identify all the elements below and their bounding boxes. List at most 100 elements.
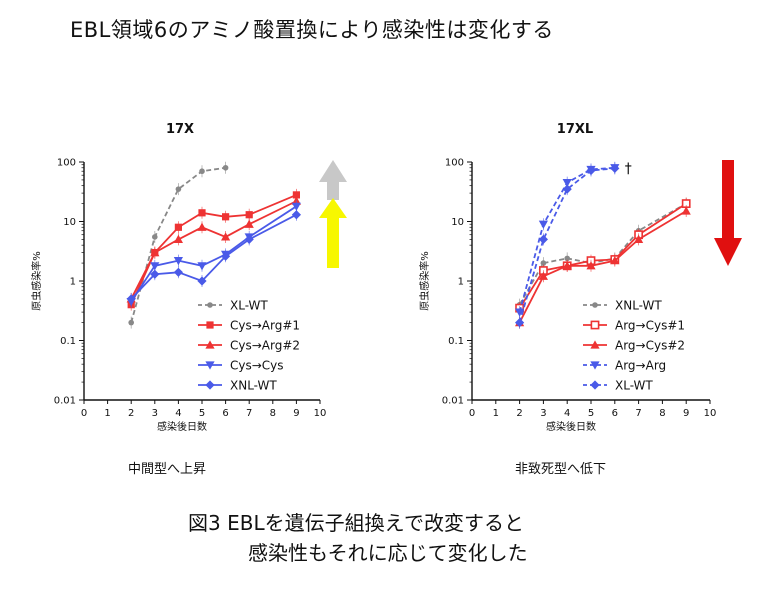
x-axis-label: 感染後日数: [157, 420, 207, 433]
panel-17x-note: 中間型へ上昇: [128, 462, 207, 477]
y-tick-label: 0.01: [54, 396, 76, 407]
death-dagger: †: [625, 161, 632, 177]
data-point: [173, 257, 183, 266]
series-line: [130, 213, 297, 300]
legend-item-4: Cys→Cys: [198, 359, 284, 373]
chart-panel-17x: 17X 0 1 2 3 4 5 6 7 8 9 10 0.01 0.1 1 10 100 感染後日数 原虫感染率% X…: [30, 122, 347, 433]
legend-marker: [207, 302, 213, 308]
legend-label: Arg→Cys#2: [615, 339, 685, 353]
data-point: [198, 209, 206, 217]
data-point: [197, 262, 207, 271]
series-line: [130, 166, 226, 323]
data-point: [681, 206, 691, 215]
data-point: [610, 163, 620, 174]
x-tick-label: 6: [222, 408, 228, 419]
data-point: [538, 234, 548, 245]
y-tick-label: 0.1: [60, 336, 76, 347]
legend-item-1: XNL-WT: [583, 299, 662, 313]
legend-marker: [590, 320, 600, 330]
legend-marker: [205, 361, 215, 370]
x-tick-label: 5: [199, 408, 205, 419]
data-point: [221, 232, 231, 241]
legend-marker: [590, 361, 600, 370]
arrow-gray-part: [319, 160, 347, 200]
data-point: [174, 223, 182, 231]
y-tick-label: 100: [57, 158, 76, 169]
data-point: [150, 248, 160, 257]
x-tick-label: 7: [635, 408, 641, 419]
series-5: [515, 162, 620, 329]
x-tick-label: 9: [683, 408, 689, 419]
data-point: [291, 210, 301, 220]
data-point: [538, 271, 548, 280]
series-3: [126, 195, 301, 305]
legend-marker: [205, 340, 215, 349]
data-point: [538, 220, 548, 229]
chart-panel-17xl: 17XL 0 1 2 3 4 5 6 7 8 9 10 0.01 0.1 1 10 100 感染後日数 原虫感染率%…: [418, 122, 742, 433]
decrease-arrow-icon: [714, 160, 742, 266]
legend-item-3: Arg→Cys#2: [583, 339, 685, 353]
legend-label: XL-WT: [230, 299, 268, 313]
data-point: [540, 260, 547, 266]
data-point: [152, 234, 158, 240]
x-tick-label: 8: [270, 408, 276, 419]
data-point: [173, 267, 183, 277]
data-point: [197, 222, 207, 231]
legend-label: Cys→Arg#2: [230, 339, 300, 353]
x-tick-label: 2: [128, 408, 134, 419]
legend-marker: [592, 302, 598, 308]
legend-label: XL-WT: [615, 379, 653, 393]
x-tick-label: 4: [175, 408, 181, 419]
arrow-yellow-part: [319, 198, 347, 268]
x-tick-label: 5: [588, 408, 594, 419]
page-title: EBL領域6のアミノ酸置換により感染性は変化する: [70, 18, 554, 42]
data-point: [515, 317, 525, 328]
x-tick-label: 1: [493, 408, 499, 419]
series-5: [126, 208, 301, 305]
data-point: [126, 294, 136, 304]
caption-line-1: 図3 EBLを遺伝子組換えで改変すると: [188, 511, 524, 535]
legend-marker: [590, 340, 600, 349]
series-2: [515, 197, 691, 315]
legend-label: Arg→Cys#1: [615, 319, 685, 333]
legend-marker: [205, 380, 215, 390]
x-tick-label: 1: [104, 408, 110, 419]
data-point: [562, 261, 572, 270]
arrow-red: [714, 160, 742, 266]
legend-item-2: Arg→Cys#1: [583, 319, 685, 333]
data-point: [150, 262, 160, 271]
panel-title: 17X: [166, 122, 194, 137]
data-point: [197, 276, 207, 286]
x-tick-label: 8: [659, 408, 665, 419]
data-point: [221, 251, 231, 261]
data-point: [199, 168, 205, 175]
y-tick-label: 10: [63, 217, 76, 228]
x-tick-label: 6: [612, 408, 618, 419]
data-point: [564, 255, 570, 262]
data-point: [244, 219, 254, 228]
y-tick-label: 100: [445, 158, 464, 169]
data-point: [292, 191, 300, 199]
x-tick-label: 3: [152, 408, 158, 419]
series-1: [128, 161, 229, 329]
data-point: [634, 234, 644, 244]
data-point: [175, 186, 182, 192]
y-tick-label: 1: [70, 277, 76, 288]
series-line: [518, 202, 687, 309]
data-point: [515, 308, 525, 317]
x-tick-label: 2: [516, 408, 522, 419]
data-point: [222, 164, 229, 171]
caption-line-2: 感染性もそれに応じて変化した: [248, 541, 528, 565]
data-point: [586, 261, 596, 270]
x-axis-label: 感染後日数: [546, 420, 596, 433]
x-tick-label: 9: [293, 408, 299, 419]
data-point: [610, 256, 620, 265]
data-point: [586, 165, 596, 176]
data-point: [244, 234, 254, 245]
legend-label: Arg→Arg: [615, 359, 666, 373]
legend-item-4: Arg→Arg: [583, 359, 666, 373]
y-tick-label: 1: [458, 277, 464, 288]
legend-item-5: XNL-WT: [198, 379, 277, 393]
data-point: [291, 202, 301, 211]
